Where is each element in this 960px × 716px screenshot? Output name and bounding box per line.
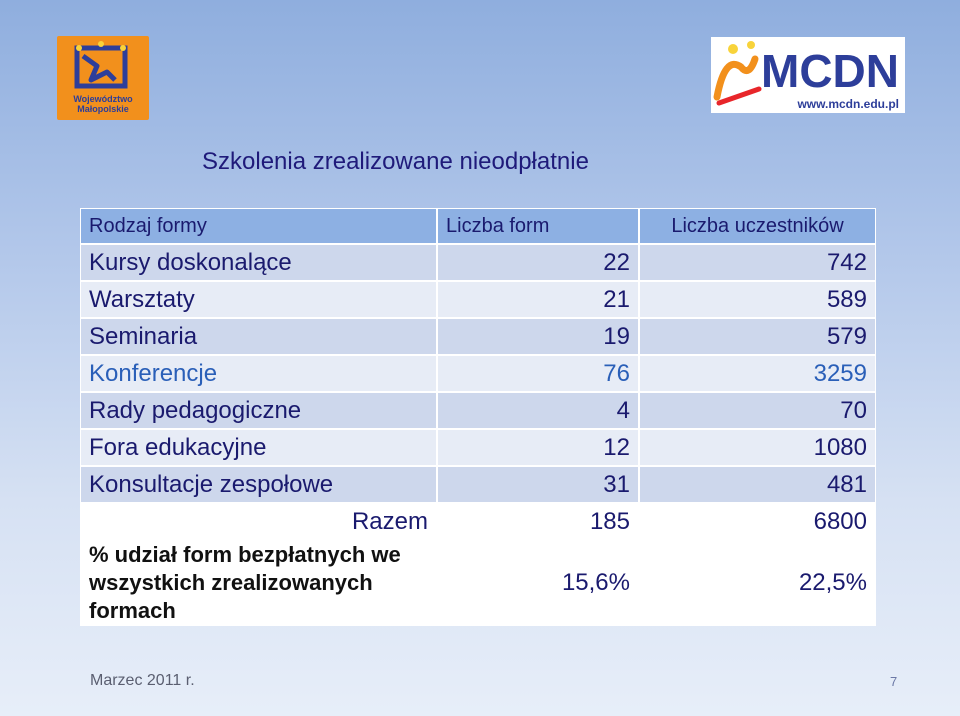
table-row: Konsultacje zespołowe 31 481	[80, 466, 876, 503]
row-name: Warsztaty	[80, 281, 437, 318]
row-forms: 4	[437, 392, 639, 429]
total-row: Razem 185 6800	[80, 503, 876, 540]
table-row: Konferencje 76 3259	[80, 355, 876, 392]
total-forms: 185	[437, 503, 639, 540]
table-row: Rady pedagogiczne 4 70	[80, 392, 876, 429]
percent-label: % udział form bezpłatnych we wszystkich …	[80, 540, 437, 626]
row-forms: 22	[437, 244, 639, 281]
percent-forms: 15,6%	[437, 540, 639, 626]
row-name: Rady pedagogiczne	[80, 392, 437, 429]
header-participant-count: Liczba uczestników	[639, 208, 876, 244]
total-label: Razem	[80, 503, 437, 540]
row-participants: 481	[639, 466, 876, 503]
row-forms: 31	[437, 466, 639, 503]
row-forms: 21	[437, 281, 639, 318]
row-forms: 76	[437, 355, 639, 392]
row-forms: 12	[437, 429, 639, 466]
table-row: Warsztaty 21 589	[80, 281, 876, 318]
svg-text:Województwo: Województwo	[73, 94, 133, 104]
total-participants: 6800	[639, 503, 876, 540]
header-form-type: Rodzaj formy	[80, 208, 437, 244]
svg-text:Małopolskie: Małopolskie	[77, 104, 129, 114]
percent-row: % udział form bezpłatnych we wszystkich …	[80, 540, 876, 626]
row-participants: 589	[639, 281, 876, 318]
page-title: Szkolenia zrealizowane nieodpłatnie	[202, 148, 589, 175]
svg-text:MCDN: MCDN	[761, 45, 899, 97]
row-name: Konsultacje zespołowe	[80, 466, 437, 503]
row-name: Konferencje	[80, 355, 437, 392]
row-name: Seminaria	[80, 318, 437, 355]
table-row: Seminaria 19 579	[80, 318, 876, 355]
row-forms: 19	[437, 318, 639, 355]
row-participants: 1080	[639, 429, 876, 466]
row-name: Fora edukacyjne	[80, 429, 437, 466]
row-participants: 70	[639, 392, 876, 429]
row-participants: 742	[639, 244, 876, 281]
mcdn-logo: MCDN www.mcdn.edu.pl	[711, 37, 905, 113]
header-form-count: Liczba form	[437, 208, 639, 244]
trainings-table: Rodzaj formy Liczba form Liczba uczestni…	[80, 208, 876, 626]
wojewodztwo-malopolskie-logo: Województwo Małopolskie	[57, 36, 149, 120]
row-participants: 579	[639, 318, 876, 355]
table-row: Kursy doskonalące 22 742	[80, 244, 876, 281]
percent-participants: 22,5%	[639, 540, 876, 626]
page-number: 7	[890, 674, 898, 689]
row-participants: 3259	[639, 355, 876, 392]
table-header-row: Rodzaj formy Liczba form Liczba uczestni…	[80, 208, 876, 244]
svg-text:www.mcdn.edu.pl: www.mcdn.edu.pl	[796, 97, 899, 111]
row-name: Kursy doskonalące	[80, 244, 437, 281]
table-row: Fora edukacyjne 12 1080	[80, 429, 876, 466]
footer-date: Marzec 2011 r.	[90, 672, 195, 689]
